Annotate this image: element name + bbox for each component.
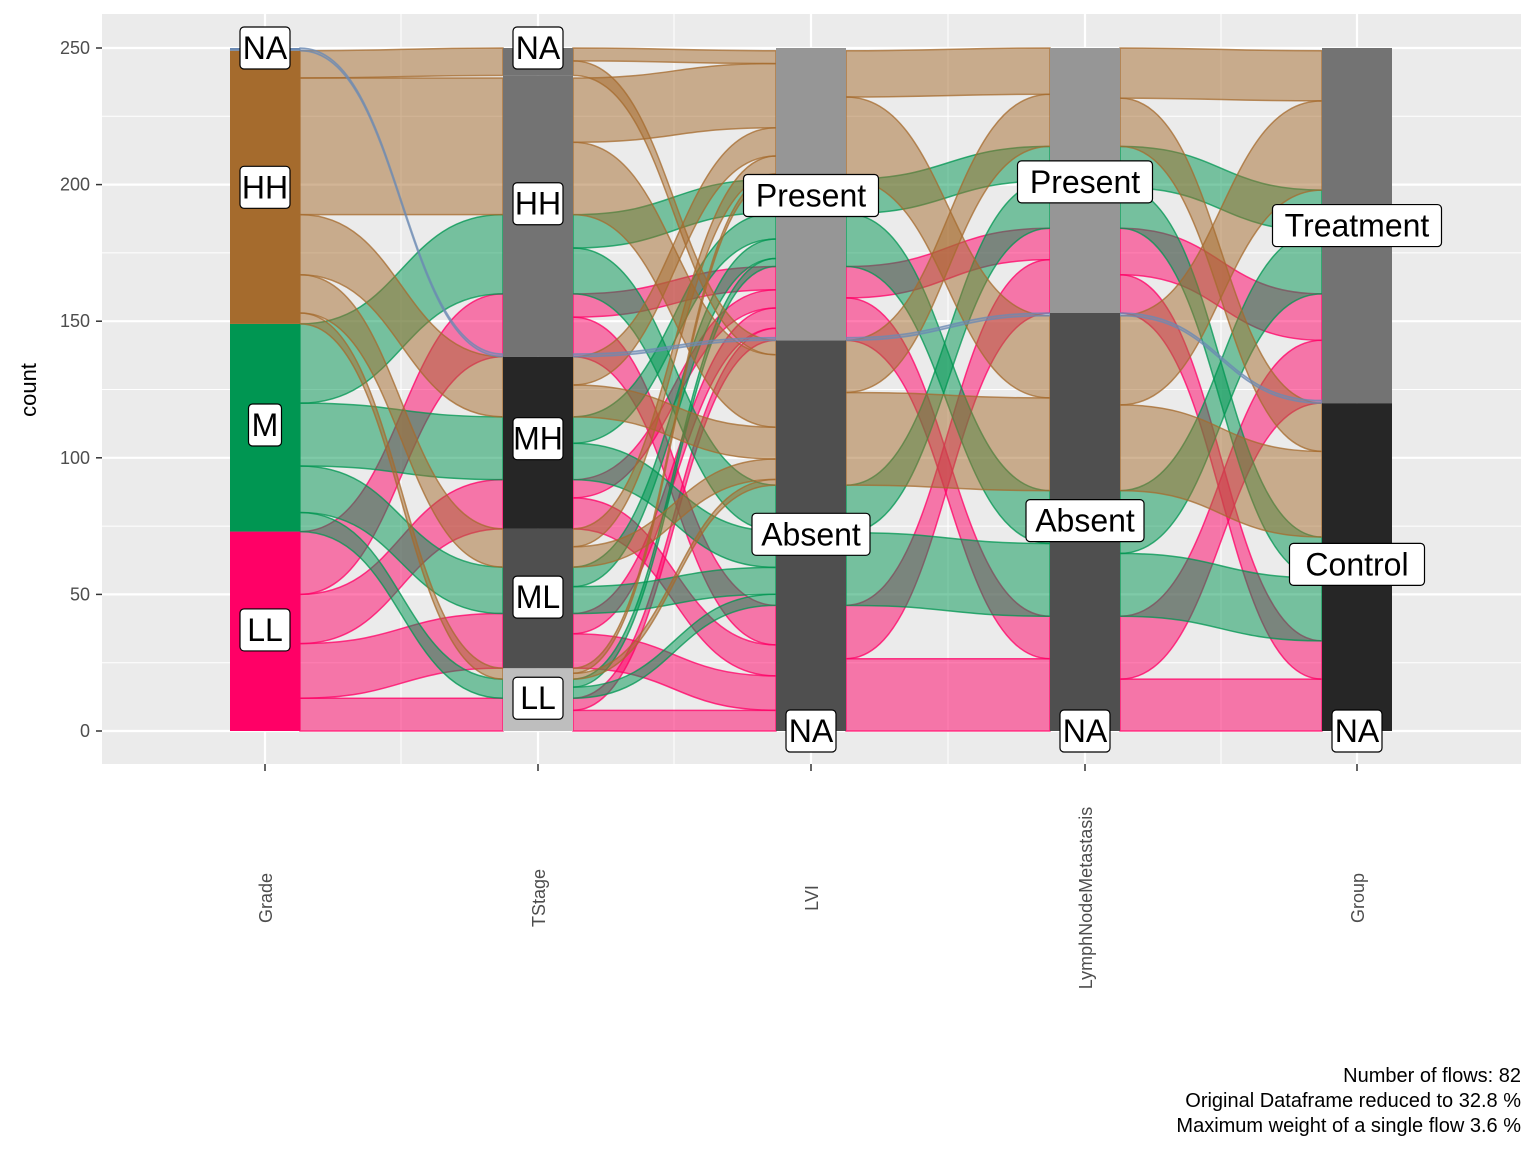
stratum-label-NA: NA (1059, 709, 1111, 753)
stratum-label-box (239, 165, 291, 209)
stratum-label-box (512, 676, 564, 720)
flow-ribbon (845, 657, 1051, 732)
stratum-label-text: NA (789, 713, 834, 749)
stratum-label-box (239, 608, 291, 652)
stratum-label-text: NA (1335, 713, 1380, 749)
stratum-label-MH: MH (512, 417, 564, 461)
stratum-label-Present: Present (1016, 160, 1154, 204)
caption: Number of flows: 82 Original Dataframe re… (1176, 1065, 1521, 1137)
y-tick-label: 200 (60, 175, 90, 195)
flow-ribbon (299, 47, 504, 79)
caption-line: Original Dataframe reduced to 32.8 % (1185, 1090, 1521, 1112)
y-tick-label: 0 (80, 721, 90, 741)
y-axis-title: count (16, 363, 41, 417)
x-axis: Grade TStage LVI LymphNodeMetastasis Group (256, 764, 1368, 989)
stratum-label-HH: HH (239, 165, 291, 209)
stratum-label-text: MH (513, 421, 563, 457)
y-tick-label: 50 (70, 584, 90, 604)
y-tick-label: 100 (60, 448, 90, 468)
stratum-label-text: NA (243, 30, 288, 66)
x-tick-label-TStage: TStage (529, 869, 549, 927)
stratum-label-box (512, 575, 564, 619)
y-tick-label: 250 (60, 38, 90, 58)
stratum-label-text: Absent (1035, 503, 1135, 539)
stratum-label-text: NA (1063, 713, 1108, 749)
stratum-label-HH: HH (512, 182, 564, 226)
stratum-label-box (1016, 160, 1154, 204)
stratum-label-text: M (252, 407, 279, 443)
stratum-label-box (1271, 203, 1443, 248)
x-tick-label-LymphNodeMetastasis: LymphNodeMetastasis (1076, 807, 1096, 989)
stratum-label-M: M (247, 403, 283, 447)
y-axis: 0 50 100 150 200 250 (60, 38, 102, 741)
stratum-label-Absent: Absent (751, 512, 871, 556)
flow-ribbon (572, 709, 777, 732)
stratum-label-box (1025, 499, 1145, 543)
stratum-label-text: Treatment (1285, 208, 1430, 244)
x-tick-label-LVI: LVI (802, 885, 822, 911)
flow-ribbon (572, 47, 777, 65)
flow-ribbon (845, 47, 1051, 98)
stratum-label-text: LL (247, 612, 283, 648)
stratum-label-box (742, 173, 880, 218)
stratum-label-text: Control (1305, 546, 1408, 582)
stratum-label-box (1059, 709, 1111, 753)
flow-ribbon (845, 531, 1051, 618)
caption-line: Maximum weight of a single flow 3.6 % (1176, 1115, 1521, 1137)
x-tick-label-Grade: Grade (256, 873, 276, 923)
stratum-label-text: NA (516, 30, 561, 66)
stratum-label-text: ML (516, 579, 560, 615)
stratum-label-box (512, 417, 564, 461)
stratum-labels: LL M HH NA LL ML MH HH NA NA Absent Present NA Absent… (239, 26, 1443, 753)
stratum-label-Control: Control (1288, 542, 1426, 586)
stratum-label-text: Absent (761, 516, 861, 552)
stratum-label-text: HH (242, 169, 288, 205)
stratum-label-box (512, 182, 564, 226)
stratum-label-Absent: Absent (1025, 499, 1145, 543)
stratum-label-box (1331, 709, 1383, 753)
stratum-label-box (239, 26, 291, 70)
stratum-label-NA: NA (785, 709, 837, 753)
stratum-label-text: LL (520, 680, 556, 716)
stratum-label-box (512, 26, 564, 70)
flow-ribbon (1119, 678, 1323, 732)
stratum-label-LL: LL (512, 676, 564, 720)
flow-ribbon (299, 697, 504, 732)
flow-ribbon (845, 391, 1051, 492)
flow-ribbon (1119, 47, 1323, 102)
x-tick-label-Group: Group (1348, 873, 1368, 923)
stratum-label-LL: LL (239, 608, 291, 652)
stratum-label-Treatment: Treatment (1271, 203, 1443, 248)
stratum-label-Present: Present (742, 173, 880, 218)
stratum-label-text: Present (1030, 164, 1140, 200)
stratum-label-box (751, 512, 871, 556)
y-tick-label: 150 (60, 311, 90, 331)
flow-ribbon (299, 77, 504, 216)
stratum-label-NA: NA (512, 26, 564, 70)
stratum-label-NA: NA (1331, 709, 1383, 753)
caption-line: Number of flows: 82 (1343, 1065, 1521, 1087)
stratum-label-box (247, 403, 283, 447)
stratum-label-NA: NA (239, 26, 291, 70)
stratum-label-text: Present (756, 178, 866, 214)
stratum-label-box (1288, 542, 1426, 586)
stratum-label-text: HH (515, 186, 561, 222)
stratum-label-box (785, 709, 837, 753)
stratum-label-ML: ML (512, 575, 564, 619)
